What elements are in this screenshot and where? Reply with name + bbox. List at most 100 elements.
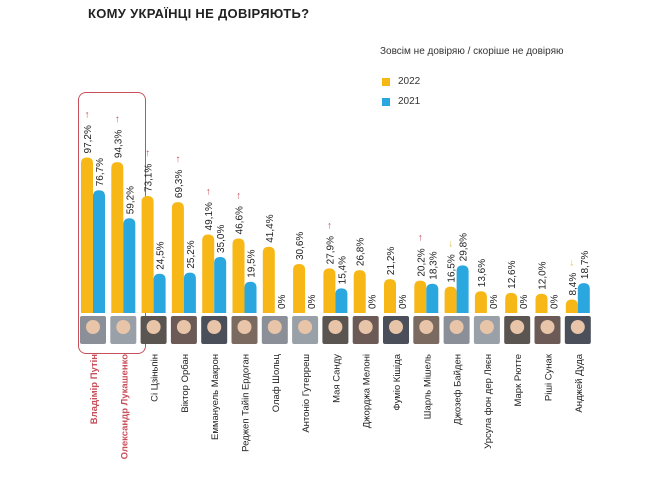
bar-2022 (565, 299, 578, 313)
face-icon (298, 320, 313, 334)
face-icon (267, 320, 282, 334)
data-label-2022: 27,9% (325, 236, 336, 264)
category-label: Шарль Мішель (422, 354, 433, 419)
bar-2021 (123, 218, 136, 313)
bar-2021 (577, 283, 590, 313)
data-label-2022: 94,3% (113, 130, 124, 158)
face-icon (510, 320, 525, 334)
face-icon (86, 320, 100, 334)
face-icon (358, 320, 373, 334)
data-label-2022: 12,6% (507, 260, 518, 288)
data-label-2021: 18,7% (580, 251, 591, 279)
category-label: Марк Рютте (513, 354, 524, 407)
category-label: Фуміо Кішіда (392, 353, 403, 410)
category-label: Віктор Орбан (180, 354, 191, 413)
trend-down-icon: ↓ (448, 239, 453, 250)
data-label-2022: 21,2% (386, 247, 397, 275)
face-icon (540, 320, 555, 334)
bar-2021 (93, 190, 105, 313)
category-label: Олаф Шольц (271, 353, 282, 412)
bar-2022 (141, 196, 154, 313)
category-label: Реджеп Тайіп Ердоган (241, 354, 252, 452)
bar-2021 (183, 272, 196, 313)
face-icon (449, 320, 464, 334)
category-label: Сі Цзіньпін (150, 354, 161, 402)
legend-title: Зовсім не довіряю / скоріше не довіряю (380, 46, 564, 57)
legend-label: 2022 (398, 76, 421, 87)
data-label-2022: 26,8% (356, 238, 367, 266)
data-label-2021: 0% (307, 294, 318, 309)
face-icon (570, 320, 585, 334)
bar-2022 (505, 292, 518, 313)
data-label-2021: 0% (368, 294, 379, 309)
face-icon (207, 320, 222, 334)
bar-2021 (214, 257, 227, 313)
bar-2022 (262, 246, 275, 313)
trend-up-icon: ↑ (236, 190, 241, 201)
trend-up-icon: ↑ (206, 186, 211, 197)
bar-2021 (244, 281, 257, 313)
data-label-2021: 35,0% (216, 225, 227, 253)
data-label-2021: 0% (489, 294, 500, 309)
category-label: Джорджа Мелоні (362, 354, 373, 428)
face-icon (237, 320, 252, 334)
chart-title: КОМУ УКРАЇНЦІ НЕ ДОВІРЯЮТЬ? (88, 6, 310, 21)
data-label-2021: 59,2% (125, 186, 136, 214)
bar-2022 (414, 280, 427, 313)
data-label-2022: 13,6% (477, 259, 488, 287)
face-icon (176, 320, 191, 334)
trend-down-icon: ↓ (569, 258, 574, 269)
data-label-2022: 16,5% (447, 254, 458, 282)
face-icon (479, 320, 494, 334)
category-label: Джозеф Байден (453, 354, 464, 425)
legend-item-2022: 2022 (382, 76, 420, 87)
legend-swatch-2021 (382, 97, 390, 106)
data-label-2022: 69,3% (174, 170, 185, 198)
category-label: Анджей Дуда (574, 353, 585, 412)
data-label-2021: 18,3% (428, 251, 439, 279)
face-icon (419, 320, 434, 334)
data-label-2022: 8,4% (568, 273, 579, 296)
category-label: Урсула фон дер Ляєн (483, 354, 494, 449)
category-label: Антоніо Гутерреш (301, 354, 312, 433)
category-label: Ріші Сунак (544, 353, 555, 401)
category-label: Владімір Путін (89, 354, 100, 424)
bar-2021 (456, 265, 469, 313)
bar-2022 (293, 264, 306, 313)
data-label-2022: 46,6% (235, 206, 246, 234)
data-label-2021: 19,5% (247, 249, 258, 277)
bar-2022 (171, 202, 184, 313)
category-label: Еммануель Макрон (210, 354, 221, 440)
category-label: Олександр Лукашенко (119, 354, 130, 460)
trend-up-icon: ↑ (418, 233, 423, 244)
trend-up-icon: ↑ (115, 114, 120, 125)
legend-label: 2021 (398, 96, 421, 107)
data-label-2022: 12,0% (538, 261, 549, 289)
bar-2022 (474, 291, 487, 313)
data-label-2021: 0% (519, 294, 530, 309)
face-icon (116, 320, 131, 334)
face-icon (389, 320, 403, 334)
bar-2021 (153, 273, 166, 313)
bar-2021 (335, 288, 348, 313)
category-label: Мая Санду (331, 354, 342, 403)
data-label-2021: 0% (398, 294, 409, 309)
bar-2022 (535, 293, 548, 313)
data-label-2021: 0% (550, 294, 561, 309)
face-icon (328, 320, 343, 334)
bar-2022 (384, 279, 396, 313)
data-label-2022: 30,6% (295, 232, 306, 260)
bar-2022 (353, 270, 366, 313)
data-label-2021: 0% (277, 294, 288, 309)
data-label-2022: 41,4% (265, 214, 276, 242)
bar-2022 (202, 234, 215, 313)
bar-2022 (111, 162, 124, 313)
data-label-2021: 24,5% (156, 241, 167, 269)
legend-item-2021: 2021 (382, 96, 420, 107)
bar-2022 (232, 238, 245, 313)
bar-2022 (444, 286, 457, 313)
legend-swatch-2022 (382, 77, 390, 86)
data-label-2022: 49,1% (204, 202, 215, 230)
data-label-2021: 25,2% (186, 240, 197, 268)
